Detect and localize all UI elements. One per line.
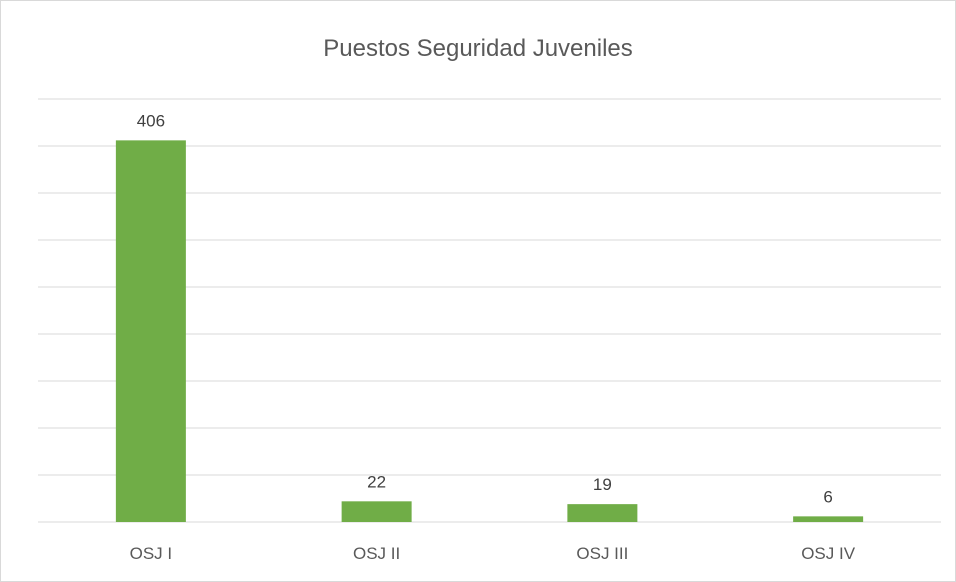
bar-osj-i [115, 140, 186, 523]
x-tick-label: OSJ II [353, 544, 400, 563]
data-label: 22 [367, 472, 386, 491]
bar-osj-ii [341, 501, 412, 522]
bar-osj-iii [567, 504, 638, 522]
x-tick-label: OSJ III [576, 544, 628, 563]
bar-osj-iv [793, 516, 864, 522]
x-tick-label: OSJ IV [801, 544, 856, 563]
data-label: 19 [593, 475, 612, 494]
gridlines [38, 98, 941, 523]
x-axis-tick-labels: OSJ I OSJ II OSJ III OSJ IV [130, 544, 856, 563]
data-label: 6 [823, 487, 832, 506]
data-labels: 406 22 19 6 [137, 111, 833, 506]
data-label: 406 [137, 111, 165, 130]
x-tick-label: OSJ I [130, 544, 173, 563]
chart-title: Puestos Seguridad Juveniles [323, 35, 633, 62]
bars [115, 140, 864, 523]
